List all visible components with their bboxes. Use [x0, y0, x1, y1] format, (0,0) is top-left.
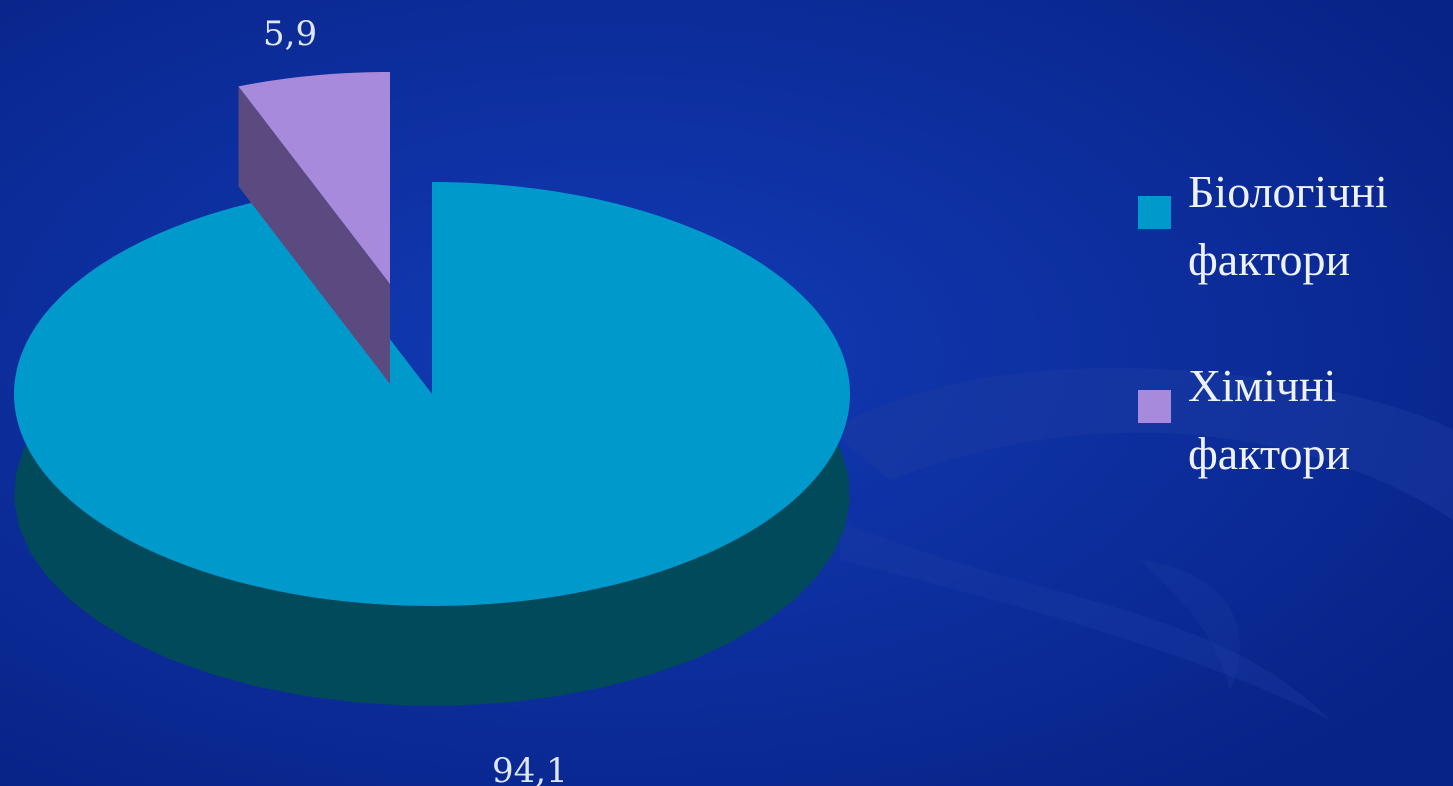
legend-swatch-biologichni	[1138, 196, 1171, 229]
pie-slice-himichni	[238, 72, 390, 284]
data-label-biologichni: 94,1	[492, 751, 568, 786]
legend-swatch-himichni	[1138, 390, 1171, 423]
pie-slice-wall-himichni	[238, 86, 390, 384]
legend-item-himichni: Хімічні фактори	[1138, 352, 1448, 512]
data-label-himichni: 5,9	[263, 14, 317, 54]
legend-label-himichni: Хімічні фактори	[1188, 360, 1351, 479]
chart-legend: Біологічні фактори Хімічні фактори	[1138, 158, 1448, 546]
pie-slice-biologichni	[13, 182, 851, 606]
legend-item-biologichni: Біологічні фактори	[1138, 158, 1448, 318]
legend-label-biologichni: Біологічні фактори	[1188, 166, 1388, 285]
